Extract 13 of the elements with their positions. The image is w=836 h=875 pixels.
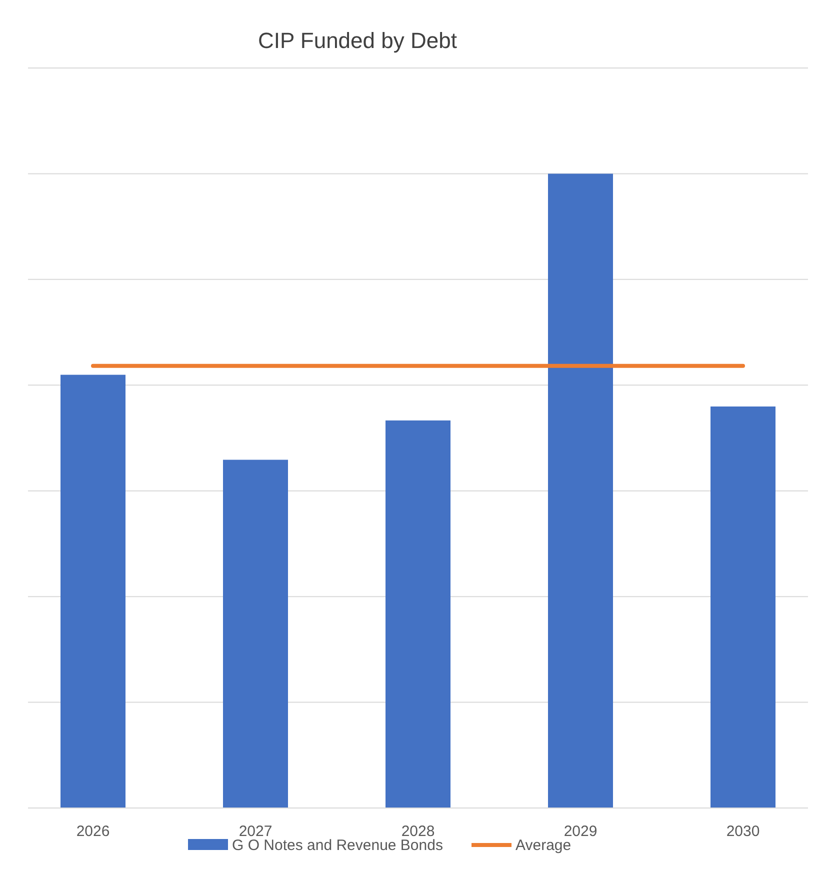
x-tick-label: 2027 (238, 823, 272, 840)
bar (386, 420, 450, 808)
bar (60, 374, 126, 808)
legend-label: G O Notes and Revenue Bonds (232, 837, 443, 854)
bar (548, 174, 613, 808)
x-tick-label: 2030 (726, 823, 760, 840)
x-tick-label: 2029 (564, 823, 598, 840)
x-tick-label: 2028 (401, 823, 435, 840)
legend-label: Average (516, 837, 572, 854)
x-tick-label: 2026 (76, 823, 110, 840)
chart-title: CIP Funded by Debt (258, 28, 457, 53)
bar (710, 406, 776, 808)
bar (223, 460, 288, 808)
